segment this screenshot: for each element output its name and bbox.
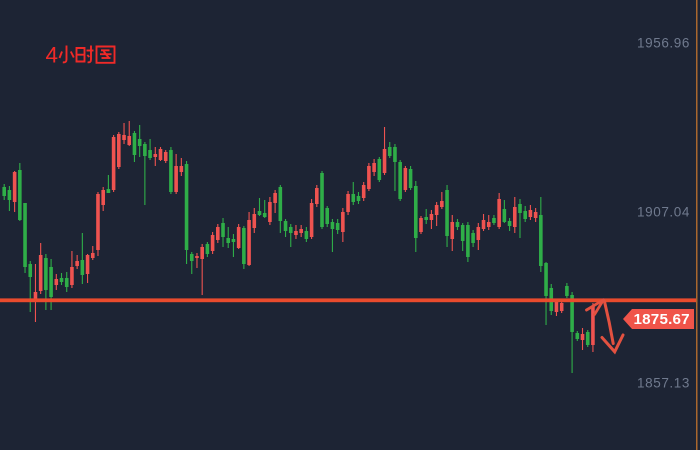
svg-text:1956.96: 1956.96 (637, 35, 690, 50)
svg-text:1875.67: 1875.67 (634, 311, 690, 328)
svg-text:1907.04: 1907.04 (637, 204, 690, 219)
svg-text:1857.13: 1857.13 (637, 375, 690, 390)
svg-text:4: 4 (46, 43, 59, 68)
